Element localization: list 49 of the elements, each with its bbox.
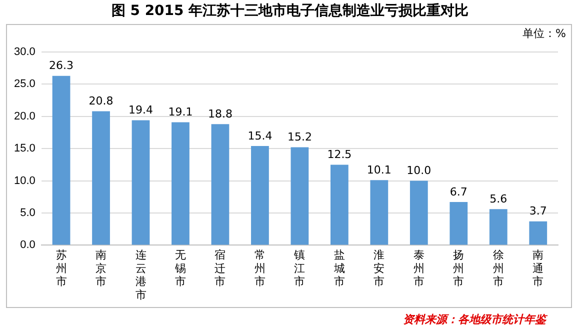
data-label: 15.4 <box>248 129 272 142</box>
data-label: 10.1 <box>366 164 392 177</box>
x-tick-label: 泰州市 <box>413 248 424 288</box>
data-label: 6.7 <box>450 185 468 198</box>
bar <box>450 202 468 245</box>
x-tick-label: 南京市 <box>96 248 107 288</box>
chart-title: 图 5 2015 年江苏十三地市电子信息制造业亏损比重对比 <box>110 2 470 20</box>
y-tick-label: 15.0 <box>14 142 36 155</box>
x-tick-label: 镇江市 <box>293 248 306 288</box>
data-label: 10.0 <box>406 164 432 178</box>
y-tick-label: 25.0 <box>14 78 36 90</box>
bar <box>251 146 269 245</box>
bar <box>330 164 348 245</box>
x-tick-label: 常州市 <box>254 248 266 288</box>
x-tick-label: 宿迁市 <box>214 248 226 288</box>
text: 资料来源：各地级市统计年鉴 <box>403 312 546 327</box>
bar <box>489 209 508 245</box>
x-tick-label: 南通市 <box>532 248 544 288</box>
bar <box>52 76 70 245</box>
x-tick-label: 苏州市 <box>56 248 67 288</box>
y-tick-label: 10.0 <box>14 174 36 187</box>
x-tick-label: 徐州市 <box>492 248 504 288</box>
data-label: 20.8 <box>88 94 114 108</box>
data-label: 19.1 <box>168 106 193 119</box>
y-tick-label: 5.0 <box>20 207 36 220</box>
bar <box>211 124 230 245</box>
x-tick-label: 盐城市 <box>332 248 345 288</box>
bar <box>172 122 190 245</box>
bar <box>132 120 150 245</box>
x-tick-label: 连云港市 <box>135 248 146 302</box>
data-label: 19.4 <box>128 104 154 117</box>
bar <box>92 111 110 245</box>
bar <box>370 180 388 245</box>
data-label: 3.7 <box>529 204 547 218</box>
data-label: 18.8 <box>208 107 232 120</box>
text: 单位：% <box>522 26 566 41</box>
y-tick-label: 0.0 <box>20 239 36 252</box>
y-tick-label: 20.0 <box>14 110 36 122</box>
x-tick-label: 无锡市 <box>174 248 186 288</box>
x-tick-label: 扬州市 <box>453 248 464 288</box>
data-label: 15.2 <box>287 130 312 144</box>
y-tick-label: 30.0 <box>14 46 36 58</box>
x-tick-label: 淮安市 <box>374 248 385 288</box>
data-label: 26.3 <box>49 59 74 72</box>
data-label: 12.5 <box>327 148 352 162</box>
bar <box>410 180 428 245</box>
bar <box>529 221 548 245</box>
data-label: 5.6 <box>490 192 508 206</box>
bar <box>290 147 309 245</box>
